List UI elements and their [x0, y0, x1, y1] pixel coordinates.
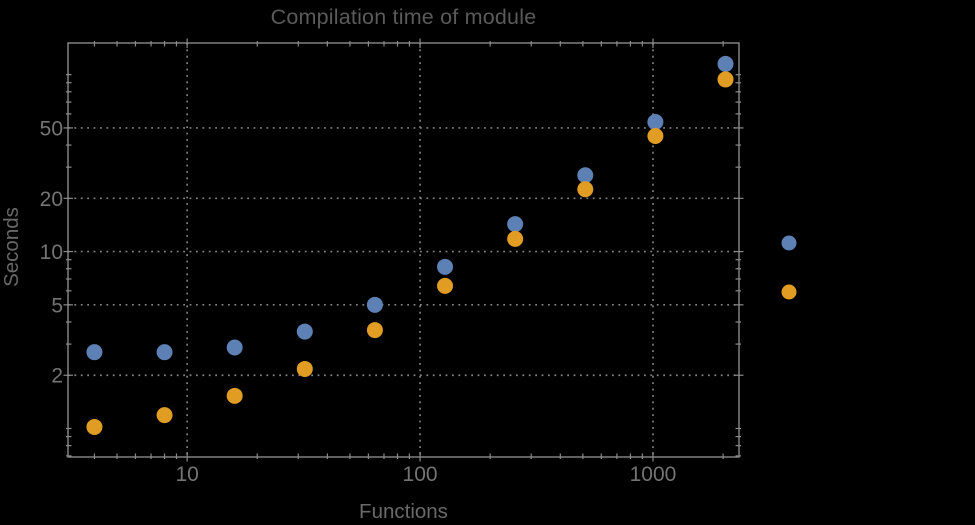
- data-point-series-1-blue: [86, 344, 103, 361]
- y-tick-label: 50: [40, 117, 63, 140]
- y-tick-label: 2: [51, 365, 63, 388]
- data-point-series-2-orange: [296, 360, 313, 377]
- data-point-series-1-blue: [717, 55, 734, 72]
- data-point-series-1-blue: [156, 344, 173, 361]
- legend-marker-1: [781, 235, 797, 251]
- data-point-series-2-orange: [366, 322, 383, 339]
- y-tick-label: 20: [40, 188, 63, 211]
- data-point-series-2-orange: [577, 181, 594, 198]
- data-point-series-2-orange: [226, 387, 243, 404]
- x-tick-label: 1000: [630, 463, 677, 486]
- data-point-series-1-blue: [507, 216, 524, 233]
- x-tick-label: 10: [175, 463, 198, 486]
- data-point-series-1-blue: [577, 167, 594, 184]
- y-tick-label: 10: [40, 241, 63, 264]
- x-axis-label: Functions: [359, 500, 448, 523]
- data-point-series-2-orange: [717, 71, 734, 88]
- data-point-series-2-orange: [647, 128, 664, 145]
- data-point-series-2-orange: [156, 407, 173, 424]
- data-point-series-1-blue: [437, 258, 454, 275]
- data-point-series-2-orange: [437, 277, 454, 294]
- data-point-series-2-orange: [86, 418, 103, 435]
- data-point-series-1-blue: [647, 114, 664, 131]
- data-point-series-1-blue: [226, 339, 243, 356]
- data-point-series-1-blue: [366, 296, 383, 313]
- x-tick-label: 100: [403, 463, 438, 486]
- y-tick-label: 5: [51, 294, 63, 317]
- plot-frame: [67, 42, 740, 458]
- chart-title: Compilation time of module: [270, 5, 537, 29]
- data-point-series-1-blue: [296, 323, 313, 340]
- data-point-series-2-orange: [507, 230, 524, 247]
- legend-marker-2: [781, 284, 797, 300]
